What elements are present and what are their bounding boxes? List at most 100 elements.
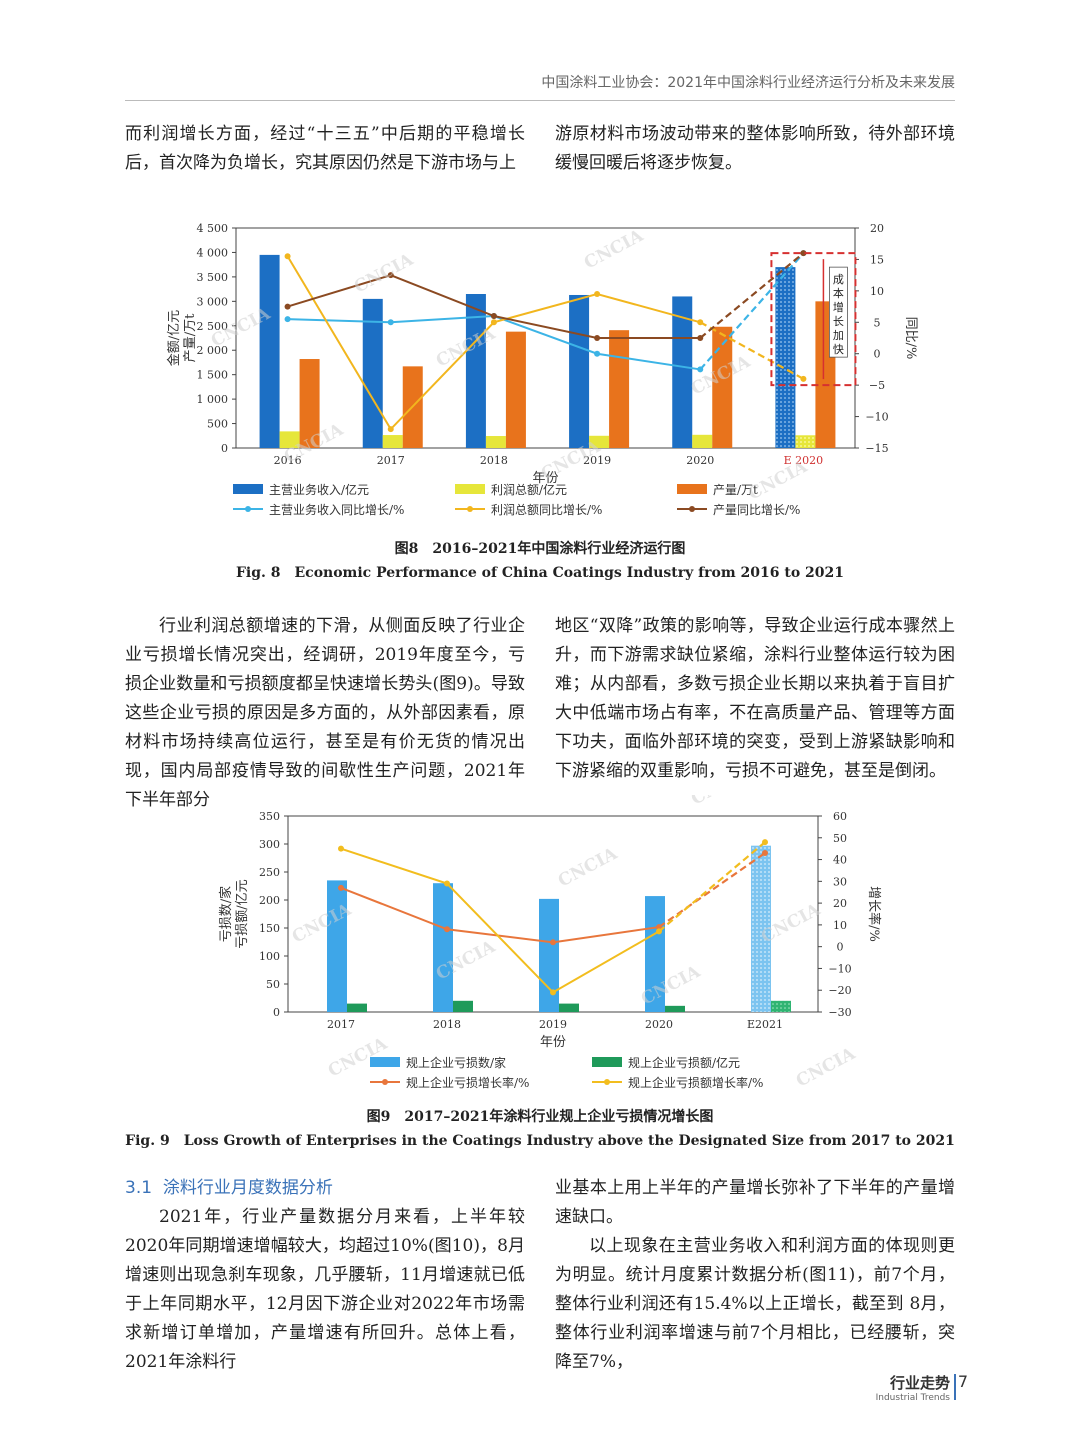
annotation-text: 成 [833,273,844,286]
bar-1 [775,267,796,448]
y-tick-label: 50 [266,978,280,991]
legend-label: 规上企业亏损额增长率/% [628,1075,763,1090]
x-tick-label: E 2020 [784,454,824,467]
y-tick-label: 3 000 [197,295,229,308]
line-point-2 [656,928,662,935]
legend-label: 利润总额/亿元 [491,482,567,497]
para3-left-text: 2021年，行业产量数据分月来看，上半年较2020年同期增速增幅较大，均超过10… [125,1207,525,1372]
y2-tick-label: −15 [865,442,888,455]
bar-1 [362,298,383,448]
x-tick-label: 2016 [274,454,302,467]
line-forecast-2 [658,841,766,933]
legend-label: 利润总额同比增长/% [491,503,602,517]
line-point-3 [387,272,394,279]
x-axis-title: 年份 [532,471,558,486]
x-tick-label: 2017 [377,454,405,467]
line-point-3 [697,335,704,341]
page-number: 7 [957,1372,968,1391]
annotation-text: 本 [833,286,844,300]
y2-tick-label: −10 [865,411,888,424]
y2-tick-label: 5 [874,316,881,329]
watermark: CNCIA [688,795,754,809]
bar-1 [259,254,280,448]
legend-swatch [233,484,263,494]
y2-tick-label: 50 [833,832,847,845]
bar-2 [485,436,506,448]
line-series-2 [340,847,660,994]
legend-label: 主营业务收入同比增长/% [269,502,404,517]
fig8-chart: 0 500 1 000 1 500 2 000 2 500 3 000 3 500 4 000 4… [166,222,918,517]
x-axis-title: 年份 [540,1035,566,1050]
annotation-text: 长 [833,315,844,328]
fig8-caption-cn: 图8 2016–2021年中国涂料行业经济运行图 [394,541,686,557]
y-tick-label: 200 [259,894,280,907]
legend-swatch [592,1057,622,1067]
y2-tick-label: −10 [828,962,851,975]
legend-label: 规上企业亏损增长率/% [406,1075,529,1090]
annotation-text: 增 [833,300,844,314]
legend-swatch [455,484,485,494]
para1-right: 游原材料市场波动带来的整体影响所致，待外部环境缓慢回暖后将逐步恢复。 [555,120,955,178]
x-tick-label: 2019 [583,454,611,467]
legend-swatch-marker [382,1079,388,1085]
running-header: 中国涂料工业协会：2021年中国涂料行业经济运行分析及未来发展 [125,72,955,101]
y-tick-label: 2 000 [197,344,229,357]
section-heading: 3.1 涂料行业月度数据分析 [125,1174,525,1203]
y2-tick-label: −5 [869,379,885,392]
line-forecast-2 [699,321,804,380]
watermark: CNCIA [793,1043,859,1091]
para2-left: 行业利润总额增速的下滑，从侧面反映了行业企业亏损增长情况突出，经调研，2019年… [125,612,525,815]
y2-tick-label: 30 [833,875,847,888]
y-tick-label: 2 500 [197,320,229,333]
y-axis-title: 金额/亿元 [166,310,182,366]
x-tick-label: 2018 [433,1018,461,1031]
bar-1 [539,898,559,1012]
bar-1 [327,880,347,1012]
x-tick-label: 2020 [686,454,714,467]
y-tick-label: 150 [259,922,280,935]
fig9-caption-cn: 图9 2017–2021年涂料行业规上企业亏损情况增长图 [366,1109,714,1125]
bar-2 [589,435,610,448]
bar-1 [672,296,693,448]
y2-tick-label: 10 [833,919,847,932]
bar-3 [299,359,320,448]
bar-1 [569,294,590,448]
y2-tick-label: 0 [874,348,881,361]
line-point-1 [550,939,556,946]
y2-tick-label: 20 [870,222,884,235]
y2-tick-label: 10 [870,285,884,298]
y-tick-label: 250 [259,866,280,879]
y2-tick-label: 20 [833,897,847,910]
line-point-3 [800,250,807,257]
y2-tick-label: −30 [828,1006,851,1019]
fig9-caption-en: Fig. 9 Loss Growth of Enterprises in the… [125,1133,955,1149]
legend-label: 产量同比增长/% [713,503,800,517]
bar-2 [771,1000,791,1012]
line-point-2 [550,989,556,996]
annotation-text: 加 [833,329,844,342]
plot-frame [235,227,856,449]
line-point-2 [387,426,394,433]
bar-3 [712,326,733,448]
para1-left: 而利润增长方面，经过“十三五”中后期的平稳增长后，首次降为负增长，究其原因仍然是… [125,120,525,178]
header-text: 中国涂料工业协会：2021年中国涂料行业经济运行分析及未来发展 [541,75,955,91]
bar-2 [795,435,816,448]
footer-title: 行业走势 [889,1374,950,1392]
y-tick-label: 0 [273,1006,280,1019]
line-point-1 [284,316,291,323]
watermark: CNCIA [581,225,647,273]
line-point-2 [800,375,807,382]
annotation-text: 快 [833,343,844,356]
bar-2 [665,1005,685,1012]
bar-3 [505,331,526,448]
line-point-2 [338,845,344,852]
section-number: 3.1 [125,1178,153,1198]
y-tick-label: 300 [259,838,280,851]
line-point-2 [444,880,450,887]
x-tick-label: 2017 [327,1018,355,1031]
y-tick-label: 1 500 [197,369,229,382]
line-point-2 [594,291,601,297]
page-footer: 行业走势 Industrial Trends 7 [876,1372,968,1403]
para2-right-text: 地区“双降”政策的影响等，导致企业运行成本骤然上升，而下游需求缺位紧缩，涂料行业… [555,616,955,781]
line-point-2 [762,839,768,846]
